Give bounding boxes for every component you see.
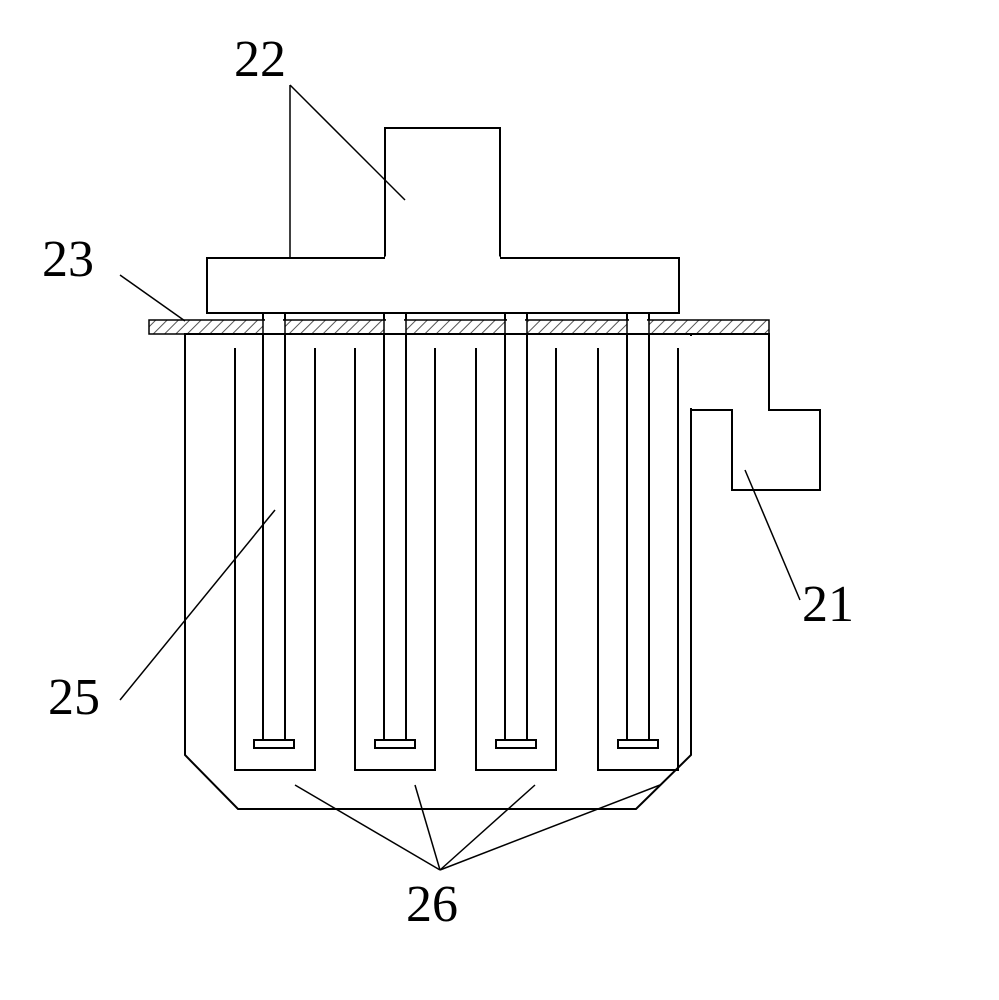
label-23: 23 (42, 230, 94, 289)
label-25: 25 (48, 668, 100, 727)
top-block (385, 128, 500, 258)
label-21: 21 (802, 575, 854, 634)
leader-lines (120, 85, 800, 870)
inner-stems (263, 334, 649, 740)
hatched-strip (149, 320, 769, 334)
connectors (263, 313, 649, 320)
plate (207, 258, 679, 313)
side-arm (691, 334, 820, 490)
main-body (185, 334, 691, 809)
label-22: 22 (234, 30, 286, 89)
technical-diagram (0, 0, 999, 1000)
label-26: 26 (406, 875, 458, 934)
inner-tubes-outer (235, 348, 678, 770)
